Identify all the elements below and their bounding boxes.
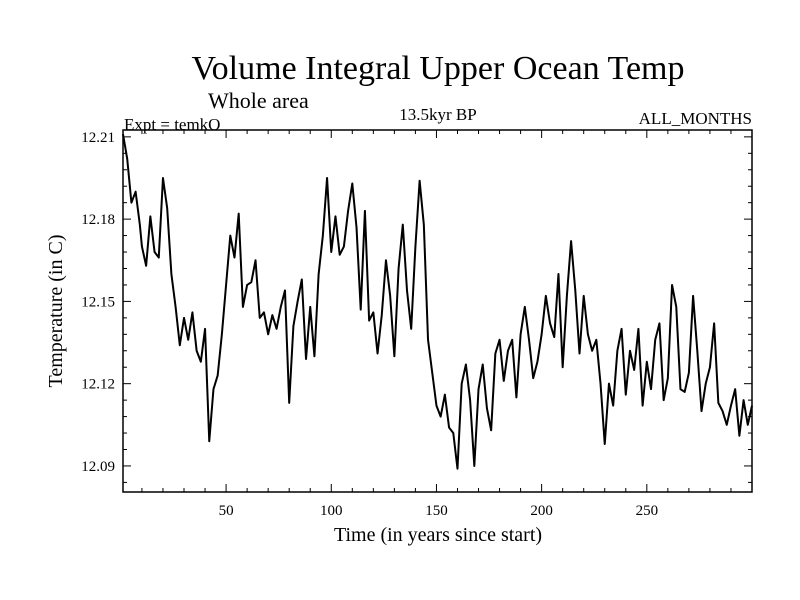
chart-subtitle: Whole area	[208, 88, 309, 113]
plot-frame	[122, 129, 753, 493]
chart-title: Volume Integral Upper Ocean Temp	[192, 50, 685, 87]
temperature-series-line	[122, 133, 753, 470]
y-tick-label: 12.15	[81, 294, 115, 310]
tick-labels: 50 100 150 200 250 12.09 12.12 12.15 12.18 12.21	[81, 130, 658, 519]
tick-marks	[123, 130, 752, 492]
y-tick-label: 12.12	[81, 377, 115, 393]
x-tick-label: 250	[636, 503, 659, 519]
x-tick-label: 50	[219, 503, 234, 519]
x-axis-label: Time (in years since start)	[334, 524, 542, 546]
period-label: 13.5kyr BP	[399, 105, 476, 124]
y-tick-label: 12.21	[81, 130, 115, 146]
x-tick-label: 100	[320, 503, 343, 519]
experiment-label: Expt = temkO	[124, 115, 220, 134]
y-tick-label: 12.09	[81, 459, 115, 475]
months-label: ALL_MONTHS	[639, 109, 752, 128]
y-axis-label: Temperature (in C)	[45, 235, 67, 388]
x-tick-label: 150	[425, 503, 448, 519]
x-tick-label: 200	[530, 503, 553, 519]
y-tick-label: 12.18	[81, 212, 115, 228]
